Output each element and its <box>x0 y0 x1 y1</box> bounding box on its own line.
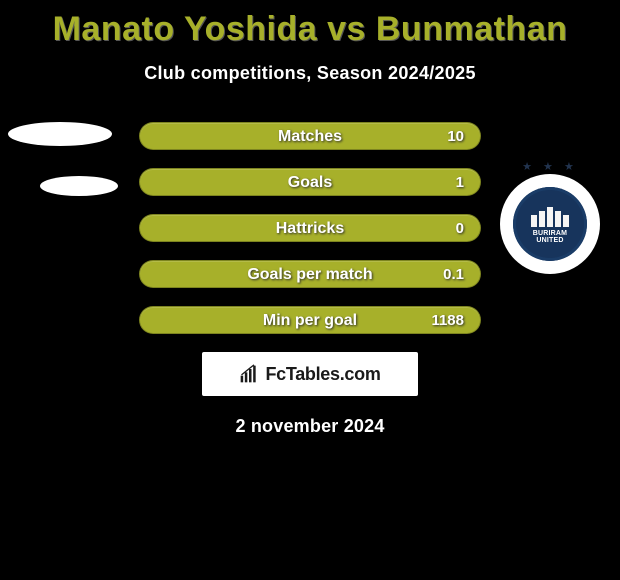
stat-value: 0.1 <box>443 261 464 289</box>
right-player-club-badge: ★ ★ ★ BURIRAM UNITED <box>500 174 600 274</box>
club-crest: ★ ★ ★ BURIRAM UNITED <box>500 174 600 274</box>
stat-bars: Matches 10 Goals 1 Hattricks 0 Goals per… <box>139 122 481 334</box>
bar-chart-icon <box>239 364 259 384</box>
brand-text: FcTables.com <box>265 364 380 385</box>
crest-inner: BURIRAM UNITED <box>513 187 587 261</box>
stat-bar-matches: Matches 10 <box>139 122 481 150</box>
stat-label: Min per goal <box>140 307 480 335</box>
snapshot-date: 2 november 2024 <box>0 416 620 437</box>
stat-label: Goals <box>140 169 480 197</box>
stat-bar-hattricks: Hattricks 0 <box>139 214 481 242</box>
brand-watermark: FcTables.com <box>202 352 418 396</box>
crest-stars-icon: ★ ★ ★ <box>500 160 600 173</box>
stat-label: Goals per match <box>140 261 480 289</box>
stat-bar-goals-per-match: Goals per match 0.1 <box>139 260 481 288</box>
castle-icon <box>531 205 569 227</box>
page-title: Manato Yoshida vs Bunmathan <box>0 0 620 49</box>
stat-value: 1 <box>456 169 464 197</box>
stat-value: 10 <box>447 123 464 151</box>
stat-label: Hattricks <box>140 215 480 243</box>
placeholder-ellipse <box>8 122 112 146</box>
placeholder-ellipse <box>40 176 118 196</box>
season-subtitle: Club competitions, Season 2024/2025 <box>0 63 620 84</box>
comparison-stage: ★ ★ ★ BURIRAM UNITED Matches 10 <box>0 122 620 437</box>
crest-club-name: BURIRAM UNITED <box>533 230 567 244</box>
stat-value: 0 <box>456 215 464 243</box>
left-player-placeholder <box>8 122 118 196</box>
stat-bar-min-per-goal: Min per goal 1188 <box>139 306 481 334</box>
stat-label: Matches <box>140 123 480 151</box>
stat-value: 1188 <box>431 307 464 335</box>
stat-bar-goals: Goals 1 <box>139 168 481 196</box>
